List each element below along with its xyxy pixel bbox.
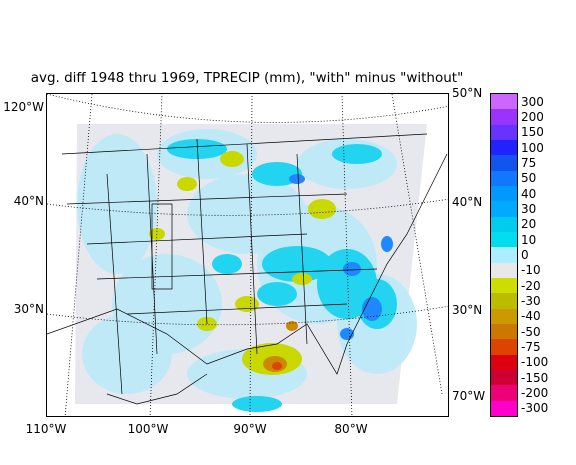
colorbar-segment (491, 109, 517, 125)
colorbar-segment (491, 155, 517, 171)
colorbar-tick-label: 10 (521, 232, 537, 247)
colorbar-segment (491, 124, 517, 140)
right-label-70w: 70°W (452, 389, 486, 403)
colorbar-tick-label: -150 (521, 370, 549, 385)
colorbar-segment (491, 247, 517, 263)
colorbar-tick-label: 40 (521, 186, 537, 201)
colorbar-tick-label: 50 (521, 171, 537, 186)
colorbar-segment (491, 400, 517, 416)
colorbar-segment (491, 339, 517, 355)
colorbar-tick-label: 20 (521, 217, 537, 232)
colorbar-tick-label: 150 (521, 125, 544, 140)
graticule (47, 94, 448, 416)
colorbar-tick-label: 75 (521, 156, 537, 170)
colorbar-tick-label: -40 (521, 309, 541, 324)
colorbar-segment (491, 201, 517, 217)
right-label-50n: 50°N (452, 86, 483, 100)
colorbar-tick-label: 30 (521, 202, 537, 216)
colorbar-segment (491, 308, 517, 324)
colorbar-tick-label: -10 (521, 263, 541, 278)
colorbar-segment (491, 262, 517, 278)
bottom-label-110w: 110°W (25, 422, 67, 436)
colorbar-tick-label: 300 (521, 94, 544, 109)
colorbar-segment (491, 385, 517, 401)
bottom-label-100w: 100°W (127, 422, 169, 436)
colorbar-segment (491, 216, 517, 232)
colorbar-segment (491, 369, 517, 386)
map-plot-area (46, 93, 449, 417)
colorbar-segment (491, 231, 517, 248)
colorbar-tick-label: 0 (521, 248, 529, 262)
colorbar-tick-label: -50 (521, 324, 541, 339)
bottom-label-80w: 80°W (334, 422, 368, 436)
colorbar-tick-label: -300 (521, 401, 549, 416)
colorbar-segment (491, 277, 517, 294)
precip-diff-map (47, 94, 448, 416)
map-title: avg. diff 1948 thru 1969, TPRECIP (mm), … (30, 70, 464, 86)
colorbar-segment (491, 139, 517, 156)
precip-field-blue (289, 174, 393, 340)
colorbar-segment (491, 185, 517, 202)
colorbar-tick-label: -200 (521, 386, 549, 400)
colorbar-segment (491, 354, 517, 370)
colorbar-segment (491, 94, 517, 110)
precip-field-very-negative (272, 362, 282, 370)
left-label-120w: 120°W (3, 100, 44, 114)
colorbar-tick-label: 200 (521, 110, 544, 124)
colorbar-tick-label: -30 (521, 294, 541, 308)
colorbar-tick-label: -75 (521, 340, 541, 354)
left-label-30n: 30°N (13, 302, 44, 316)
left-label-40n: 40°N (13, 194, 44, 208)
colorbar-segment (491, 293, 517, 309)
right-label-40n: 40°N (452, 195, 483, 209)
bottom-label-90w: 90°W (233, 422, 267, 436)
state-boundaries (47, 133, 448, 405)
colorbar-tick-label: 100 (521, 140, 544, 155)
colorbar-tick-label: -20 (521, 278, 541, 293)
colorbar-tick-label: -100 (521, 355, 549, 370)
colorbar-segment (491, 170, 517, 186)
colorbar-segment (491, 323, 517, 340)
colorbar (490, 93, 518, 417)
right-label-30n: 30°N (452, 303, 483, 317)
